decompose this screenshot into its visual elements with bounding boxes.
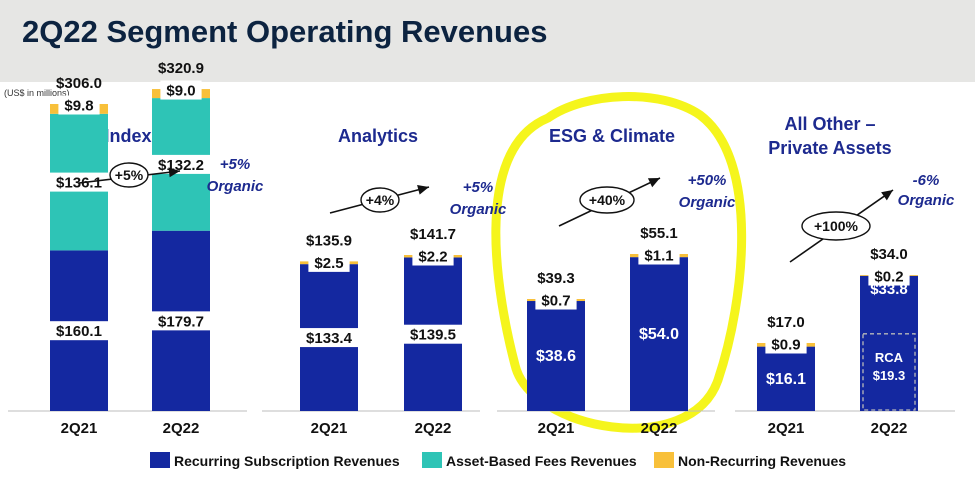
panel-1-label-2Q21-non_recurring: $9.8 (64, 98, 93, 115)
panel-2-label-2Q21-non_recurring-bg (308, 252, 350, 272)
panel-3-total-2Q22: $55.1 (640, 225, 678, 242)
panel-4-label-2Q21-recurring: $16.1 (766, 371, 806, 388)
panel-1-total-2Q21: $306.0 (56, 75, 102, 92)
panel-1-title: Index (104, 126, 151, 146)
panel-4-total-2Q21: $17.0 (767, 314, 805, 331)
panel-4-category-2Q22: 2Q22 (871, 420, 908, 437)
panel-2-label-2Q22-recurring-bg (403, 324, 463, 344)
panel-3-label-2Q21-non_recurring: $0.7 (541, 293, 570, 310)
legend-label-non_recurring: Non-Recurring Revenues (678, 453, 846, 469)
panel-1-growth-oval (109, 162, 149, 188)
panel-3-label-2Q21-recurring: $38.6 (536, 348, 576, 365)
panel-4-bar-2Q22-recurring (860, 275, 918, 411)
panel-2-category-2Q22: 2Q22 (415, 420, 452, 437)
panel-2-growth-oval (360, 187, 400, 213)
panel-3-category-2Q22: 2Q22 (641, 420, 678, 437)
panel-1-label-2Q21-recurring: $160.1 (56, 323, 102, 340)
panel-3-growth-oval (579, 186, 635, 214)
panel-1-label-2Q22-asset_based-bg (151, 154, 211, 174)
panel-4-inset-box (862, 333, 916, 411)
panel-3-growth-label: +40% (589, 192, 626, 208)
panel-1-organic-0: +5% (220, 156, 250, 173)
panel-2-label-2Q21-recurring-bg (299, 328, 359, 348)
panel-2-total-2Q21: $135.9 (306, 232, 352, 249)
panel-4-organic-0: -6% (913, 172, 940, 189)
panel-4-total-2Q22: $34.0 (870, 246, 908, 263)
panel-4-organic-1: Organic (898, 192, 955, 209)
panel-3-label-2Q22-non_recurring-bg (638, 245, 680, 265)
panel-4-growth-oval (801, 211, 871, 241)
panel-2-label-2Q21-non_recurring: $2.5 (314, 255, 343, 272)
panel-4-title: Private Assets (768, 138, 891, 158)
panel-2-label-2Q22-non_recurring: $2.2 (418, 249, 447, 266)
panel-3-bar-2Q21-recurring (527, 301, 585, 411)
panel-4-title: All Other – (784, 114, 875, 134)
title-bar (0, 0, 975, 82)
panel-4-label-2Q22-non_recurring: $0.2 (874, 269, 903, 286)
panel-1-total-2Q22: $320.9 (158, 60, 204, 77)
panel-4-growth-label: +100% (814, 218, 859, 234)
panel-3-bar-2Q22-recurring (630, 257, 688, 411)
panel-3-label-2Q21-non_recurring-bg (535, 290, 577, 310)
units-note: (US$ in millions) (4, 88, 70, 98)
panel-4-inset-value: $19.3 (873, 368, 906, 383)
legend-swatch-non_recurring (654, 452, 674, 468)
panel-1-label-2Q22-recurring: $179.7 (158, 313, 204, 330)
panel-1-label-2Q22-recurring-bg (151, 311, 211, 331)
panel-4-growth-arrowhead (881, 190, 893, 201)
panel-1-label-2Q21-asset_based-bg (49, 172, 109, 192)
panel-3-growth-arrowhead (647, 178, 660, 188)
panel-4-label-2Q21-non_recurring-bg (765, 334, 807, 354)
panel-3-category-2Q21: 2Q21 (538, 420, 575, 437)
panel-2-organic-0: +5% (463, 179, 493, 196)
panel-1-organic-1: Organic (207, 178, 264, 195)
panel-2-organic-1: Organic (450, 201, 507, 218)
panel-2-label-2Q22-recurring: $139.5 (410, 327, 456, 344)
panel-1-label-2Q21-asset_based: $136.1 (56, 175, 102, 192)
panel-1-category-2Q22: 2Q22 (163, 420, 200, 437)
panel-4-label-2Q22-non_recurring-bg (868, 266, 910, 286)
panel-1-growth-label: +5% (115, 167, 144, 183)
panel-4-category-2Q21: 2Q21 (768, 420, 805, 437)
legend-label-asset_based: Asset-Based Fees Revenues (446, 453, 637, 469)
panel-1-label-2Q21-non_recurring-bg (58, 95, 100, 115)
panel-1-growth-arrowhead (168, 167, 180, 178)
panel-2-label-2Q22-non_recurring-bg (412, 246, 454, 266)
panel-3-total-2Q21: $39.3 (537, 270, 575, 287)
panel-1-label-2Q21-recurring-bg (49, 321, 109, 341)
panel-2-total-2Q22: $141.7 (410, 226, 456, 243)
panel-4-label-2Q21-non_recurring: $0.9 (771, 337, 800, 354)
panel-3-organic-1: Organic (679, 194, 736, 211)
panel-2-growth-arrowhead (417, 184, 429, 195)
panel-3-label-2Q22-recurring: $54.0 (639, 326, 679, 343)
panel-2-title: Analytics (338, 126, 418, 146)
panel-4-inset-label: RCA (875, 350, 904, 365)
panel-3-organic-0: +50% (688, 172, 727, 189)
legend-swatch-asset_based (422, 452, 442, 468)
panel-1-label-2Q22-asset_based: $132.2 (158, 157, 204, 174)
panel-3-label-2Q22-non_recurring: $1.1 (644, 248, 673, 265)
panel-2-category-2Q21: 2Q21 (311, 420, 348, 437)
legend-label-recurring: Recurring Subscription Revenues (174, 453, 400, 469)
panel-2-label-2Q21-recurring: $133.4 (306, 330, 353, 347)
panel-1-label-2Q22-non_recurring-bg (160, 80, 202, 100)
panel-1-label-2Q22-non_recurring: $9.0 (166, 83, 195, 100)
panel-1-category-2Q21: 2Q21 (61, 420, 98, 437)
panel-2-growth-label: +4% (366, 192, 395, 208)
panel-3-title: ESG & Climate (549, 126, 675, 146)
legend-swatch-recurring (150, 452, 170, 468)
highlight-oval (491, 92, 747, 433)
page-title: 2Q22 Segment Operating Revenues (22, 14, 548, 49)
panel-4-bar-2Q21-recurring (757, 346, 815, 411)
